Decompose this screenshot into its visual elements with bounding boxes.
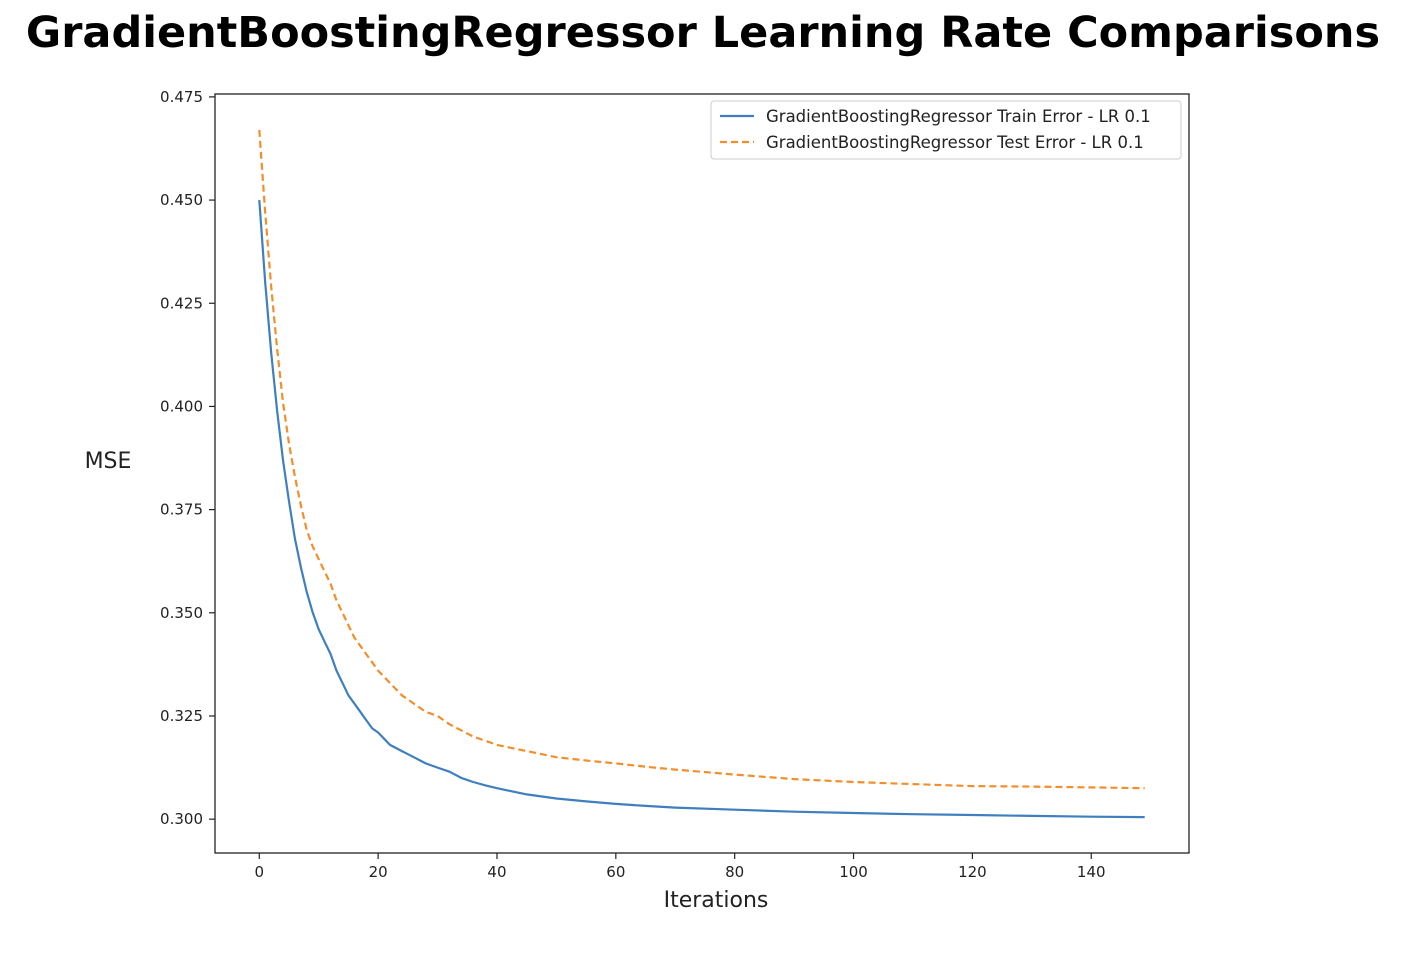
y-tick-label: 0.450 [160, 191, 203, 209]
x-axis-label: Iterations [664, 888, 769, 913]
legend-label-train: GradientBoostingRegressor Train Error - … [766, 107, 1151, 126]
x-tick-label: 120 [958, 863, 987, 881]
chart-title: GradientBoostingRegressor Learning Rate … [25, 8, 1381, 58]
y-tick-label: 0.325 [160, 707, 203, 725]
x-tick-label: 140 [1077, 863, 1106, 881]
x-tick-label: 40 [487, 863, 506, 881]
plot-area-frame [214, 93, 1190, 854]
y-tick-label: 0.350 [160, 604, 203, 622]
x-tick-label: 100 [839, 863, 868, 881]
legend-box [710, 100, 1182, 160]
y-tick-label: 0.400 [160, 397, 203, 415]
x-tick-label: 20 [369, 863, 388, 881]
test-error-line [258, 129, 1145, 790]
legend-label-test: GradientBoostingRegressor Test Error - L… [766, 133, 1144, 152]
x-tick-label: 0 [254, 863, 264, 881]
y-tick-label: 0.475 [160, 88, 203, 106]
axis-ticks: 0 20 40 60 80 100 120 140 0.300 0.325 0.350 0.375 0.… [160, 88, 1106, 881]
x-tick-label: 60 [606, 863, 625, 881]
y-tick-label: 0.375 [160, 501, 203, 519]
train-error-line [258, 200, 1145, 819]
x-tick-label: 80 [725, 863, 744, 881]
series-lines [258, 129, 1145, 819]
y-axis-label: MSE [85, 449, 132, 474]
legend: GradientBoostingRegressor Train Error - … [710, 100, 1182, 160]
y-tick-label: 0.300 [160, 810, 203, 828]
y-tick-label: 0.425 [160, 294, 203, 312]
